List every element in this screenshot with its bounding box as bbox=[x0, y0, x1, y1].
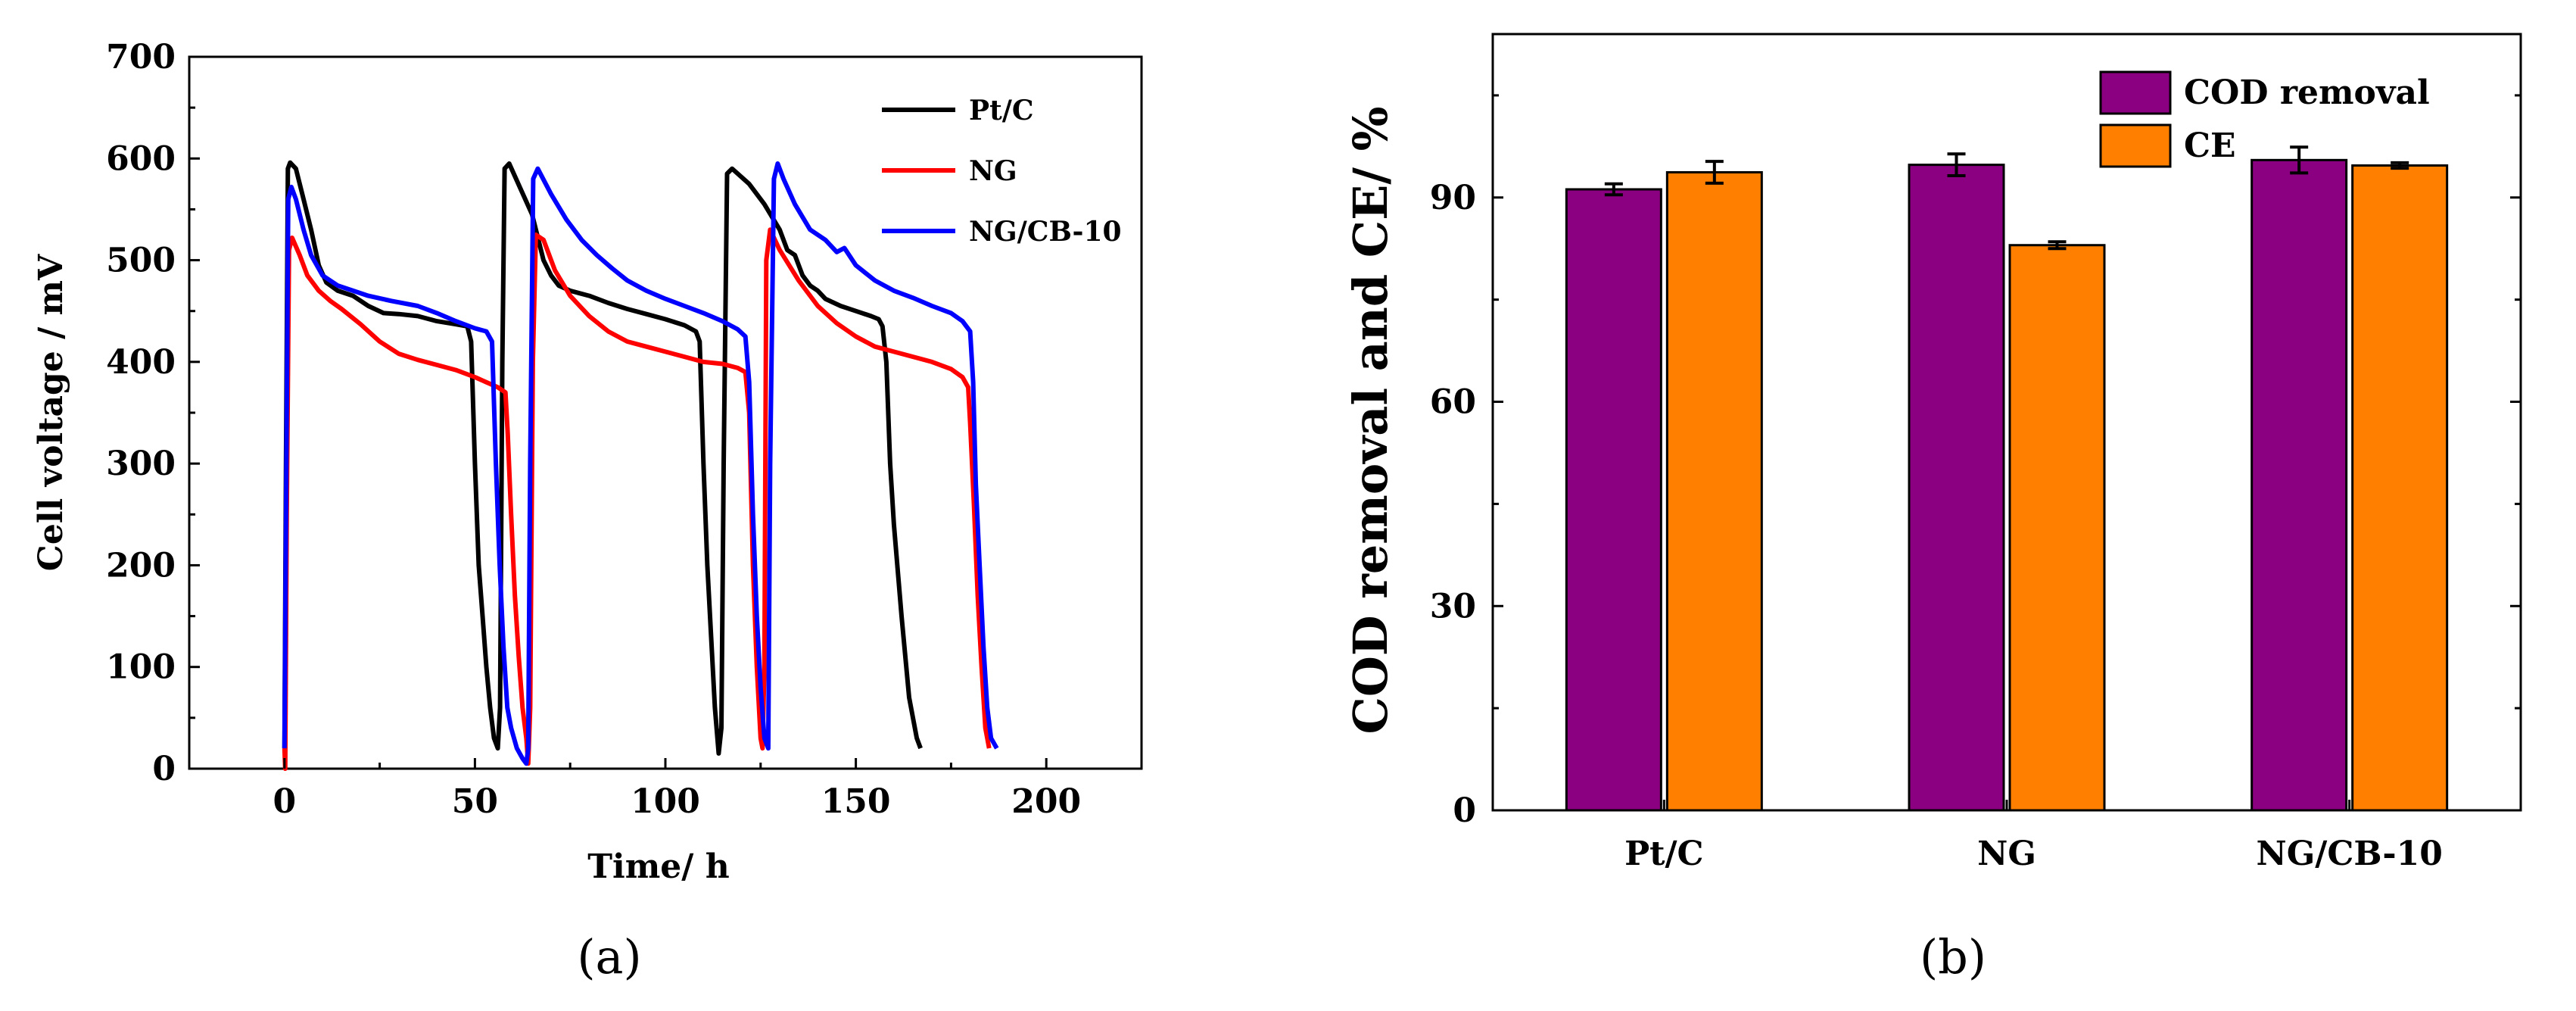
bar-ce-ng bbox=[2008, 244, 2106, 812]
x-tick-label-ng: NG bbox=[1977, 835, 2036, 873]
panel-b-axis-ticks: Pt/C NG NG/CB-10 0 30 60 90 bbox=[1430, 94, 2521, 873]
x-tick-label: 0 bbox=[273, 782, 296, 821]
legend-label-cod-removal: COD removal bbox=[2184, 73, 2430, 112]
x-tick-label: 150 bbox=[821, 782, 891, 821]
series-line-ng-cb-10 bbox=[282, 161, 999, 766]
legend-swatch-ce bbox=[2099, 123, 2172, 168]
panel-b-y-axis-title: COD removal and CE/ % bbox=[1343, 106, 1398, 734]
y-tick-label: 100 bbox=[106, 648, 176, 687]
x-tick-label-ng-cb-10: NG/CB-10 bbox=[2256, 835, 2442, 873]
panel-a-series-lines bbox=[282, 160, 999, 771]
panel-a-caption: (a) bbox=[577, 929, 641, 984]
legend-label-ng: NG bbox=[969, 155, 1017, 187]
legend-swatch-cod-removal bbox=[2099, 70, 2172, 115]
legend-label-pt-c: Pt/C bbox=[969, 95, 1034, 126]
bar-cod-removal-pt-c bbox=[1565, 188, 1662, 812]
y-tick-label: 60 bbox=[1430, 383, 1476, 422]
y-tick-label: 500 bbox=[106, 242, 176, 280]
y-tick-label: 300 bbox=[106, 445, 176, 483]
x-tick-label: 100 bbox=[631, 782, 700, 821]
panel-b-caption: (b) bbox=[1920, 929, 1986, 984]
panel-a-y-axis-title: Cell voltage / mV bbox=[32, 254, 70, 571]
y-tick-label: 600 bbox=[106, 139, 176, 178]
panel-a-legend: Pt/C NG NG/CB-10 bbox=[882, 95, 1122, 248]
x-tick-label-pt-c: Pt/C bbox=[1624, 835, 1704, 873]
x-tick-label: 200 bbox=[1011, 782, 1081, 821]
bar-cod-removal-ng-cb-10 bbox=[2250, 158, 2348, 812]
panel-b-bar-chart: Pt/C NG NG/CB-10 0 30 60 90 COD removal and CE… bbox=[1343, 33, 2522, 984]
panel-b-legend: COD removal CE bbox=[2099, 70, 2430, 168]
panel-a-axis-ticks: 0 50 100 150 200 0 100 200 300 400 500 600 700 bbox=[106, 38, 1143, 821]
y-tick-label: 0 bbox=[1453, 791, 1476, 830]
y-tick-label: 30 bbox=[1430, 587, 1476, 626]
panel-a-x-axis-title: Time/ h bbox=[587, 847, 729, 886]
y-tick-label: 0 bbox=[152, 750, 176, 788]
y-tick-label: 90 bbox=[1430, 179, 1476, 217]
y-tick-label: 200 bbox=[106, 546, 176, 585]
y-tick-label: 400 bbox=[106, 343, 176, 382]
y-tick-label: 700 bbox=[106, 38, 176, 76]
series-line-pt-c bbox=[282, 160, 923, 756]
bar-ce-pt-c bbox=[1665, 171, 1763, 812]
bar-ce-ng-cb-10 bbox=[2351, 164, 2449, 812]
legend-label-ce: CE bbox=[2184, 126, 2236, 165]
legend-label-ng-cb-10: NG/CB-10 bbox=[969, 216, 1122, 248]
panel-a-line-chart: 0 50 100 150 200 0 100 200 300 400 500 600 700 Time/… bbox=[32, 38, 1143, 984]
series-line-ng bbox=[282, 227, 992, 771]
x-tick-label: 50 bbox=[452, 782, 498, 821]
panel-b-bars bbox=[1565, 145, 2449, 812]
bar-cod-removal-ng bbox=[1908, 164, 2005, 812]
